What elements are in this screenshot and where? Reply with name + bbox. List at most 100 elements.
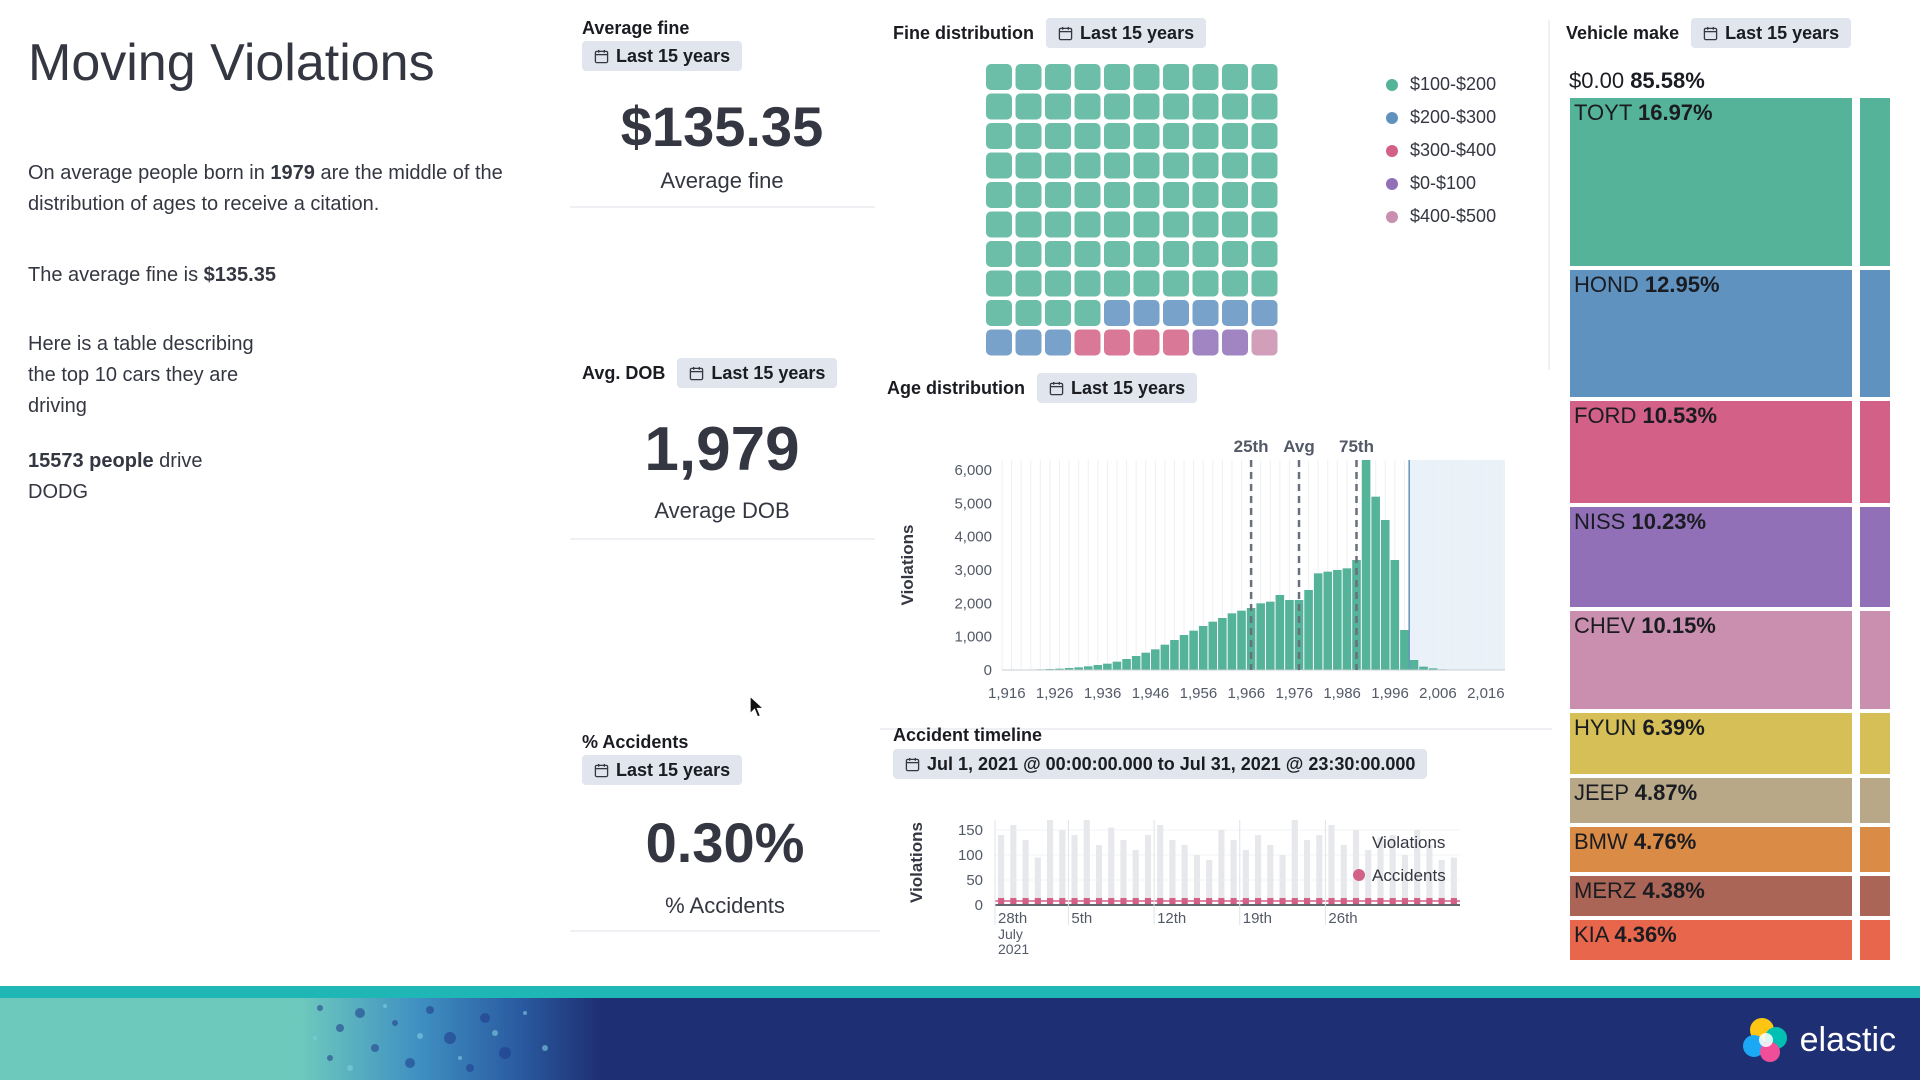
date-range-label: Last 15 years — [1071, 377, 1186, 398]
waffle-cell — [1222, 300, 1248, 326]
calendar-icon — [594, 49, 609, 63]
histogram-bar — [1151, 649, 1160, 670]
divider — [1548, 20, 1550, 370]
histogram-bar — [1285, 600, 1294, 670]
legend-item[interactable]: $100-$200 — [1386, 68, 1546, 101]
legend-item[interactable]: $300-$400 — [1386, 134, 1546, 167]
waffle-cell — [1133, 152, 1160, 179]
legend-label: $200-$300 — [1410, 107, 1497, 127]
waffle-cell — [1192, 123, 1219, 149]
histogram-bar — [1083, 666, 1093, 670]
calendar-icon — [1058, 26, 1073, 40]
treemap-side-tile[interactable] — [1858, 776, 1892, 826]
histogram-bar — [1103, 663, 1112, 670]
treemap-side-tile[interactable] — [1858, 96, 1892, 268]
histogram-bar — [1304, 590, 1313, 670]
violations-bar — [1414, 830, 1421, 905]
legend-item[interactable]: $0-$100 — [1386, 167, 1546, 200]
date-range-label: Last 15 years — [711, 362, 826, 383]
treemap-tile[interactable]: HOND 12.95% — [1568, 267, 1854, 399]
waffle-cell — [1015, 182, 1042, 208]
y-tick-label: 0 — [984, 662, 992, 679]
waffle-cell — [1074, 329, 1101, 356]
treemap-tile[interactable]: CHEV 10.15% — [1568, 608, 1854, 712]
calendar-icon — [1703, 26, 1718, 40]
waffle-cell — [1222, 123, 1248, 149]
fine-distribution-waffle — [986, 64, 1278, 356]
age-distribution-chart: 0 1,000 2,000 3,000 4,000 5,000 6,000 1,916 1,92… — [898, 437, 1505, 702]
waffle-cell — [1074, 270, 1101, 297]
waffle-cell — [986, 152, 1012, 179]
treemap-tile[interactable]: FORD 10.53% — [1568, 398, 1854, 506]
panel-title: Avg. DOB — [582, 362, 666, 383]
violations-bar — [1255, 835, 1262, 905]
dob-text-post: are the middle of the distribution of ag… — [28, 162, 503, 215]
date-picker-badge[interactable]: Last 15 years — [1046, 18, 1207, 48]
legend-swatch — [1386, 111, 1398, 124]
violations-bar — [1193, 855, 1200, 905]
waffle-cell — [1045, 270, 1071, 297]
histogram-bar — [1189, 630, 1198, 670]
waffle-cell — [1192, 211, 1219, 238]
treemap-side-tile[interactable] — [1858, 505, 1892, 609]
histogram-bar — [1074, 667, 1083, 670]
waffle-cell — [1163, 300, 1189, 326]
date-picker-badge[interactable]: Jul 1, 2021 @ 00:00:00.000 to Jul 31, 20… — [893, 749, 1428, 779]
treemap-side-tile[interactable] — [1858, 825, 1892, 874]
treemap-side-tile[interactable] — [1858, 608, 1892, 712]
treemap-tile[interactable]: JEEP 4.87% — [1568, 776, 1854, 826]
x-tick-label: 1,916 — [988, 685, 1026, 702]
waffle-cell — [986, 300, 1012, 326]
waffle-cell — [1104, 152, 1130, 179]
waffle-cell — [986, 329, 1012, 356]
tile-percent: 4.36% — [1614, 921, 1677, 947]
footer-banner: elastic — [0, 998, 1920, 1080]
avg-fine-panel: Average fine Last 15 years — [582, 18, 882, 71]
date-picker-badge[interactable]: Last 15 years — [582, 755, 743, 785]
histogram-bar — [1055, 668, 1064, 670]
legend-item[interactable]: $200-$300 — [1386, 101, 1546, 134]
waffle-cell — [1045, 152, 1071, 179]
avg-dob-header: Avg. DOB Last 15 years — [582, 358, 838, 388]
waffle-cell — [1074, 300, 1101, 326]
violations-bar — [1279, 855, 1286, 905]
waffle-cell — [1222, 93, 1248, 120]
treemap-tile[interactable]: BMW 4.76% — [1568, 825, 1854, 874]
treemap-side-tile[interactable] — [1858, 711, 1892, 777]
date-picker-badge[interactable]: Last 15 years — [1037, 373, 1198, 403]
waffle-cell — [1192, 93, 1219, 120]
dob-paragraph: On average people born in 1979 are the m… — [28, 158, 548, 220]
tile-make: BMW — [1574, 829, 1634, 855]
legend-swatch — [1386, 177, 1398, 190]
treemap-tile[interactable]: KIA 4.36% — [1568, 917, 1854, 962]
treemap-tile[interactable]: HYUN 6.39% — [1568, 711, 1854, 777]
waffle-cell — [1163, 270, 1189, 297]
waffle-cell — [1104, 270, 1130, 297]
treemap-tile[interactable]: MERZ 4.38% — [1568, 873, 1854, 918]
treemap-tile[interactable]: TOYT 16.97% — [1568, 96, 1854, 268]
legend-item[interactable]: $400-$500 — [1386, 200, 1546, 233]
date-picker-badge[interactable]: Last 15 years — [677, 358, 838, 388]
violations-bar — [1034, 857, 1041, 905]
divider — [570, 930, 880, 932]
waffle-cell — [1074, 64, 1101, 90]
y-tick-label: 150 — [958, 822, 983, 839]
date-picker-badge[interactable]: Last 15 years — [582, 41, 743, 71]
violations-bar — [1144, 835, 1152, 905]
tile-percent: 12.95% — [1644, 271, 1720, 297]
date-picker-badge[interactable]: Last 15 years — [1691, 18, 1852, 48]
violations-bar — [1132, 850, 1139, 905]
treemap-tile[interactable]: NISS 10.23% — [1568, 505, 1854, 609]
treemap-side-tile[interactable] — [1858, 873, 1892, 918]
waffle-cell — [1222, 152, 1248, 179]
treemap-side-tile[interactable] — [1858, 398, 1892, 506]
waffle-cell — [1251, 182, 1278, 208]
tile-make: HOND — [1574, 271, 1645, 297]
waffle-cell — [1251, 300, 1278, 326]
histogram-bar — [1409, 660, 1419, 670]
waffle-cell — [1045, 182, 1071, 208]
tile-make: MERZ — [1574, 877, 1643, 903]
treemap-side-tile[interactable] — [1858, 267, 1892, 399]
treemap-side-tile[interactable] — [1858, 917, 1892, 962]
tile-percent: 10.23% — [1631, 509, 1707, 535]
